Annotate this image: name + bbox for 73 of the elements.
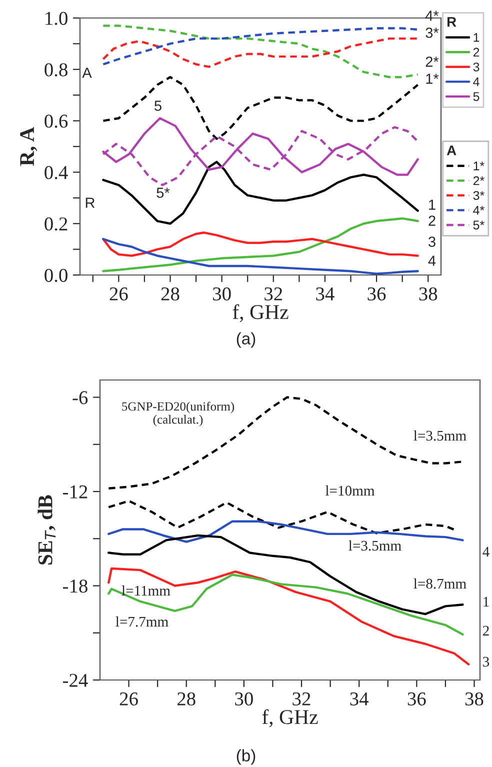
legend-label: 5: [473, 92, 480, 101]
text: R: [447, 17, 456, 27]
y-tick-label: -6: [72, 391, 88, 404]
y-tick-label: 0.4: [44, 166, 68, 180]
x-tick-label: 32: [264, 287, 282, 300]
x-tick-label: 30: [235, 692, 253, 706]
annotation: l=3.5mm: [414, 430, 466, 441]
x-tick-label: 38: [419, 287, 438, 300]
y-tick-label: 1.0: [46, 12, 68, 26]
legend-label: 2: [473, 48, 480, 57]
y-tick-label: 0.2: [44, 217, 68, 231]
legend-label: 4: [473, 77, 480, 86]
text: (b): [236, 749, 256, 765]
x-tick-label: 26: [120, 692, 138, 706]
text: (a): [236, 332, 256, 348]
line-series: [102, 37, 419, 68]
text: 2: [482, 626, 489, 636]
x-tick-label: 34: [316, 287, 334, 300]
x-tick-label: 30: [213, 287, 231, 300]
annotation: A: [82, 68, 92, 78]
x-axis-title: f, GHz: [262, 709, 318, 728]
annotation: 3*: [426, 28, 439, 38]
annotation: l=11mm: [122, 585, 170, 596]
y-tick-label: -18: [63, 580, 88, 593]
x-axis-title: f, GHz: [232, 304, 288, 322]
annotation: 1: [429, 200, 436, 210]
legend-label: 4*: [473, 206, 484, 215]
y-axis-title: R, A: [20, 126, 38, 166]
x-tick-label: 36: [368, 287, 386, 300]
text: A: [446, 146, 456, 156]
y-tick-label: -12: [63, 485, 88, 498]
x-tick-label: 28: [177, 692, 196, 706]
line-series: [102, 231, 419, 257]
annotation: R: [86, 198, 95, 208]
annotation: l=3.5mm: [348, 540, 402, 551]
line-series: [102, 217, 419, 272]
y-tick-label: 0.8: [44, 63, 68, 76]
annotation: l=8.7mm: [414, 578, 466, 589]
legend-label: 1: [474, 33, 480, 42]
annotation: 2*: [426, 56, 439, 67]
line-series: [102, 27, 419, 66]
text: 4: [482, 546, 490, 557]
line-series: [108, 567, 470, 666]
line-series: [102, 160, 419, 225]
y-tick-label: 0.0: [44, 268, 68, 282]
annotation: 5*: [156, 188, 170, 198]
line-series: [102, 24, 419, 78]
x-tick-label: 34: [350, 692, 369, 706]
legend-label: 5*: [473, 220, 484, 230]
annotation: l=10mm: [326, 485, 375, 496]
line-series: [102, 76, 419, 140]
legend-label: 3*: [473, 191, 484, 200]
annotation: 5GNP-ED20(uniform) (calculat.): [122, 402, 234, 426]
annotation: 1*: [426, 74, 439, 84]
line-series: [102, 238, 419, 275]
y-tick-label: -24: [63, 674, 88, 687]
text: 3: [483, 656, 490, 667]
x-tick-label: 26: [110, 287, 128, 300]
legend-label: 1*: [474, 162, 484, 170]
legend-label: 3: [473, 62, 480, 72]
annotation: 4: [428, 256, 436, 266]
annotation: 3: [428, 236, 436, 247]
x-tick-label: 32: [292, 692, 310, 706]
legend-label: 2*: [473, 176, 484, 186]
y-tick-label: 0.6: [44, 114, 68, 128]
x-tick-label: 38: [465, 692, 484, 706]
x-tick-label: 36: [408, 692, 426, 706]
annotation: 5: [154, 100, 162, 111]
annotation: 2: [428, 216, 436, 226]
y-axis-title: SE$_{T}$, dB: [38, 495, 56, 565]
x-tick-label: 28: [161, 287, 180, 300]
text: 1: [484, 596, 489, 607]
annotation: l=7.7mm: [116, 616, 168, 627]
